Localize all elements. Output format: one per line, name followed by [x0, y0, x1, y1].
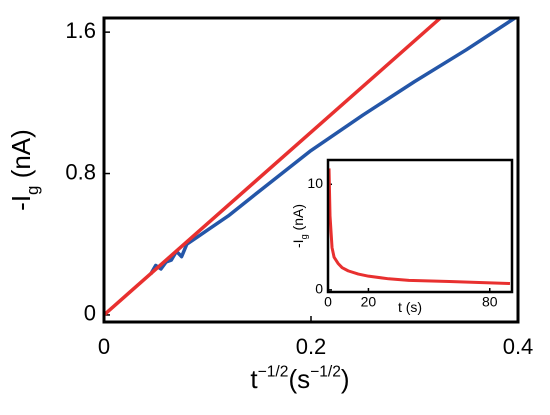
y-axis-label: -Ig (nA) [6, 129, 42, 211]
x-tick-label: 0.2 [296, 334, 327, 359]
y-label-part: -I [290, 239, 306, 248]
axes-frame [102, 16, 520, 324]
data-line [328, 168, 511, 286]
y-label-subscript: g [23, 186, 42, 195]
x-label-part: ) [341, 364, 350, 394]
y-label-part: -I [6, 195, 36, 211]
y-tick-label: 1.6 [65, 18, 96, 43]
x-axis-label: t (s) [398, 299, 422, 315]
x-label-part: t [250, 364, 258, 394]
y-label-subscript: g [299, 234, 309, 239]
x-label-part: (s [288, 364, 310, 394]
y-label-part: (nA) [290, 204, 306, 234]
y-tick-label: 0 [315, 281, 323, 297]
x-label-superscript: −1/2 [310, 363, 341, 380]
y-label-part: (nA) [6, 129, 36, 185]
y-tick-label: 0.8 [65, 159, 96, 184]
data-line [149, 18, 516, 276]
y-tick-label: 0 [84, 301, 96, 326]
y-axis-label: -Ig (nA) [290, 204, 309, 248]
y-tick-label: 10 [307, 175, 323, 191]
x-label-superscript: −1/2 [258, 363, 289, 380]
plot-area [328, 160, 512, 292]
x-tick-label: 0.4 [503, 334, 534, 359]
data-line [104, 18, 442, 317]
x-tick-label: 0 [98, 334, 110, 359]
x-label-part: t (s) [398, 299, 422, 315]
x-tick-label: 0 [324, 294, 332, 310]
x-tick-label: 80 [482, 294, 498, 310]
x-tick-label: 20 [361, 294, 377, 310]
axes-frame [326, 158, 514, 294]
x-axis-label: t−1/2(s−1/2) [250, 363, 349, 394]
